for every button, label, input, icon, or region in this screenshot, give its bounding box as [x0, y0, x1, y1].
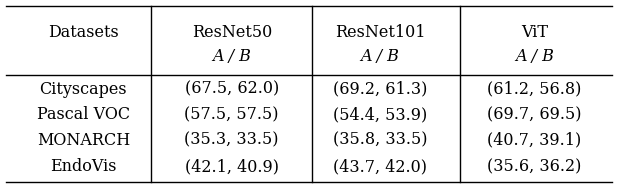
Text: EndoVis: EndoVis — [50, 158, 117, 175]
Text: A / B: A / B — [361, 48, 399, 65]
Text: (40.7, 39.1): (40.7, 39.1) — [488, 132, 582, 149]
Text: (54.4, 53.9): (54.4, 53.9) — [333, 106, 427, 123]
Text: (43.7, 42.0): (43.7, 42.0) — [333, 158, 427, 175]
Text: Pascal VOC: Pascal VOC — [37, 106, 130, 123]
Text: Cityscapes: Cityscapes — [40, 81, 127, 98]
Text: A / B: A / B — [515, 48, 554, 65]
Text: ViT: ViT — [521, 24, 548, 41]
Text: (35.6, 36.2): (35.6, 36.2) — [488, 158, 582, 175]
Text: (67.5, 62.0): (67.5, 62.0) — [185, 81, 279, 98]
Text: ResNet101: ResNet101 — [335, 24, 425, 41]
Text: (69.2, 61.3): (69.2, 61.3) — [333, 81, 427, 98]
Text: Datasets: Datasets — [48, 24, 119, 41]
Text: (35.8, 33.5): (35.8, 33.5) — [333, 132, 427, 149]
Text: A / B: A / B — [213, 48, 251, 65]
Text: (61.2, 56.8): (61.2, 56.8) — [488, 81, 582, 98]
Text: (69.7, 69.5): (69.7, 69.5) — [488, 106, 582, 123]
Text: (42.1, 40.9): (42.1, 40.9) — [185, 158, 279, 175]
Text: ResNet50: ResNet50 — [192, 24, 272, 41]
Text: MONARCH: MONARCH — [37, 132, 130, 149]
Text: (57.5, 57.5): (57.5, 57.5) — [185, 106, 279, 123]
Text: (35.3, 33.5): (35.3, 33.5) — [185, 132, 279, 149]
